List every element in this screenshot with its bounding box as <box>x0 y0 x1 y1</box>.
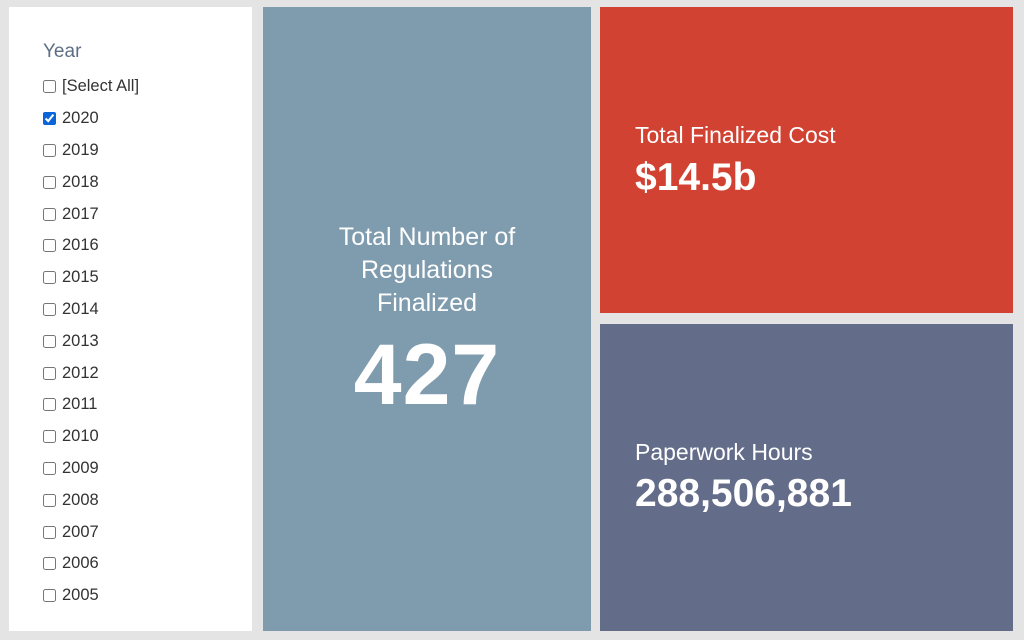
year-filter-item-2008[interactable]: 2008 <box>43 484 139 516</box>
year-checkbox-select-all[interactable] <box>43 80 56 94</box>
year-checkbox-2013[interactable] <box>43 334 56 348</box>
year-filter-item-label: 2006 <box>62 554 99 573</box>
year-filter-item-label: 2005 <box>62 586 99 605</box>
year-checkbox-2018[interactable] <box>43 175 56 189</box>
year-filter-item-2017[interactable]: 2017 <box>43 198 139 230</box>
total-finalized-cost-label: Total Finalized Cost <box>635 122 836 148</box>
year-filter-item-2018[interactable]: 2018 <box>43 166 139 198</box>
total-finalized-cost-value: $14.5b <box>635 156 757 199</box>
year-checkbox-2007[interactable] <box>43 525 56 539</box>
year-filter-item-2012[interactable]: 2012 <box>43 357 139 389</box>
year-filter-item-2014[interactable]: 2014 <box>43 294 139 326</box>
year-filter-item-label: 2018 <box>62 172 99 191</box>
regulations-label-line: Regulations <box>360 256 494 284</box>
year-filter-item-2013[interactable]: 2013 <box>43 325 139 357</box>
year-checkbox-2010[interactable] <box>43 430 56 444</box>
year-filter-item-label: 2007 <box>62 522 99 541</box>
regulations-finalized-label: Total Number of Regulations Finalized <box>263 221 591 320</box>
year-filter-item-2019[interactable]: 2019 <box>43 135 139 167</box>
year-filter-item-label: 2014 <box>62 299 99 318</box>
year-filter-item-select-all[interactable]: [Select All] <box>43 71 139 103</box>
year-filter-item-2007[interactable]: 2007 <box>43 516 139 548</box>
year-filter-panel: Year [Select All] 2020 2019 2018 2017 2016 201… <box>9 7 252 631</box>
year-checkbox-2015[interactable] <box>43 271 56 285</box>
year-filter-item-label: 2017 <box>62 204 99 223</box>
year-checkbox-2020[interactable] <box>43 112 56 126</box>
paperwork-hours-label: Paperwork Hours <box>635 439 813 465</box>
year-filter-item-2009[interactable]: 2009 <box>43 453 139 485</box>
year-filter-item-2005[interactable]: 2005 <box>43 580 139 612</box>
year-checkbox-2008[interactable] <box>43 493 56 507</box>
year-checkbox-2019[interactable] <box>43 143 56 157</box>
regulations-finalized-value: 427 <box>353 327 501 423</box>
year-filter-item-label: 2008 <box>62 490 99 509</box>
year-filter-item-label: 2013 <box>62 331 99 350</box>
year-checkbox-2011[interactable] <box>43 398 56 412</box>
year-filter-title: Year <box>43 41 82 62</box>
year-filter-item-label: 2010 <box>62 427 99 446</box>
year-filter-item-2010[interactable]: 2010 <box>43 421 139 453</box>
year-filter-item-label: 2009 <box>62 458 99 477</box>
year-filter-item-label: [Select All] <box>62 77 140 96</box>
total-finalized-cost-tile: Total Finalized Cost $14.5b <box>600 7 1013 313</box>
year-filter-item-2006[interactable]: 2006 <box>43 548 139 580</box>
year-checkbox-2012[interactable] <box>43 366 56 380</box>
regulations-label-line: Total Number of <box>338 223 516 251</box>
year-filter-item-label: 2020 <box>62 109 99 128</box>
regulations-label-line: Finalized <box>376 289 478 317</box>
year-checkbox-2006[interactable] <box>43 557 56 571</box>
year-checkbox-2005[interactable] <box>43 589 56 603</box>
paperwork-hours-tile: Paperwork Hours 288,506,881 <box>600 324 1013 631</box>
year-filter-item-label: 2011 <box>62 395 98 414</box>
regulations-finalized-tile: Total Number of Regulations Finalized 42… <box>263 7 591 631</box>
year-checkbox-2017[interactable] <box>43 207 56 221</box>
year-filter-list: [Select All] 2020 2019 2018 2017 2016 2015 2014… <box>43 71 139 612</box>
year-filter-item-label: 2016 <box>62 236 99 255</box>
year-checkbox-2009[interactable] <box>43 461 56 475</box>
year-filter-item-label: 2015 <box>62 268 99 287</box>
year-filter-item-2016[interactable]: 2016 <box>43 230 139 262</box>
year-filter-item-label: 2019 <box>62 140 99 159</box>
year-checkbox-2016[interactable] <box>43 239 56 253</box>
year-filter-item-2011[interactable]: 2011 <box>43 389 139 421</box>
year-checkbox-2014[interactable] <box>43 302 56 316</box>
year-filter-item-2020[interactable]: 2020 <box>43 103 139 135</box>
year-filter-item-label: 2012 <box>62 363 99 382</box>
year-filter-item-2015[interactable]: 2015 <box>43 262 139 294</box>
paperwork-hours-value: 288,506,881 <box>635 472 852 515</box>
